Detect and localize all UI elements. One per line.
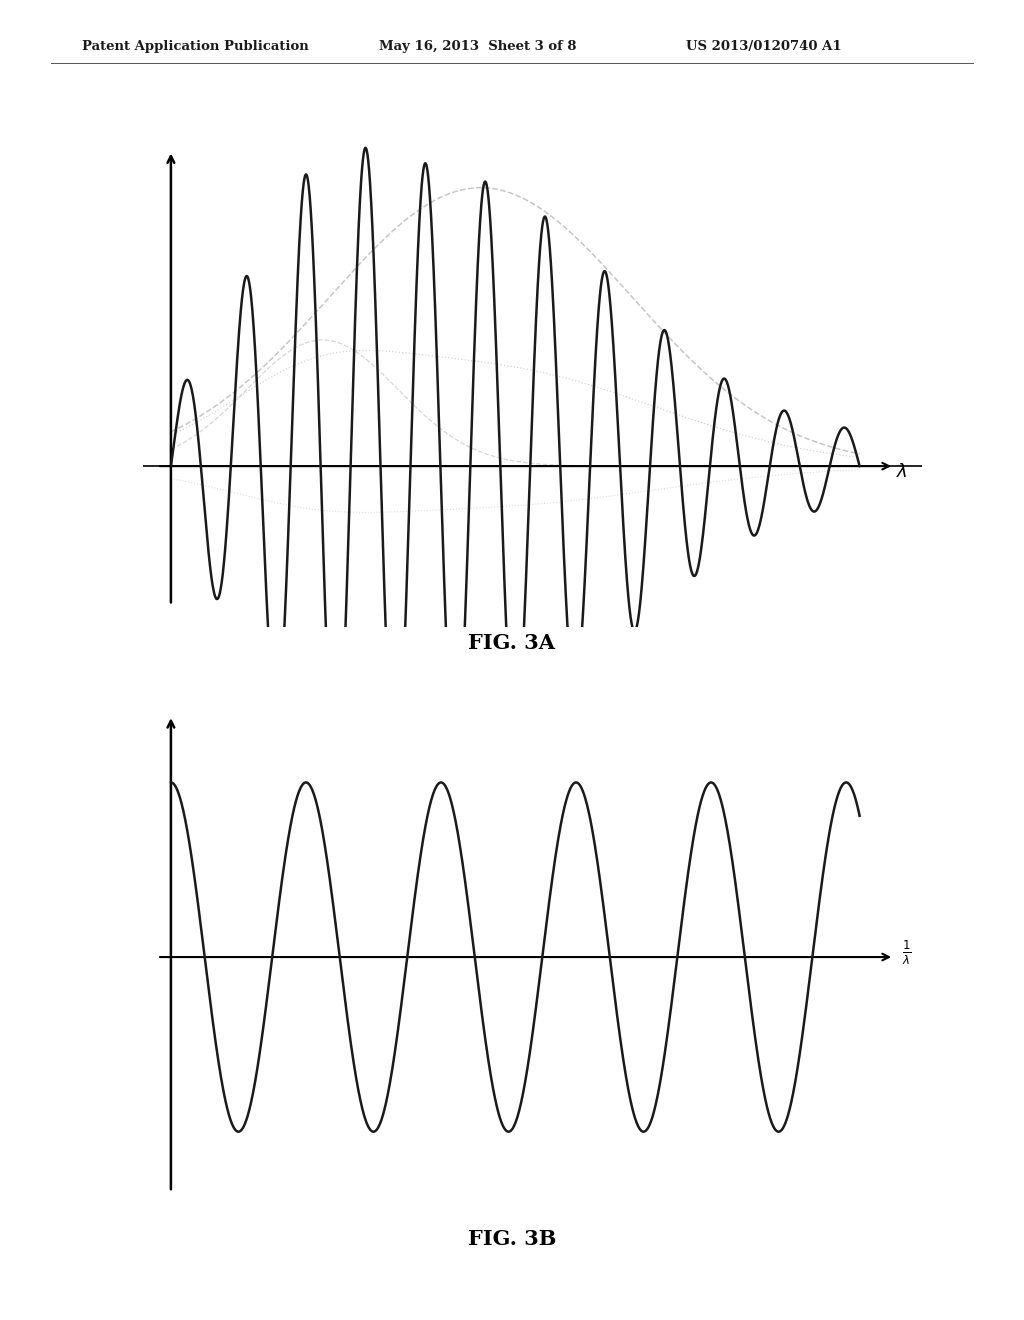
Text: $\frac{1}{\lambda}$: $\frac{1}{\lambda}$ [902, 939, 912, 966]
Text: US 2013/0120740 A1: US 2013/0120740 A1 [686, 40, 842, 53]
Text: Patent Application Publication: Patent Application Publication [82, 40, 308, 53]
Text: May 16, 2013  Sheet 3 of 8: May 16, 2013 Sheet 3 of 8 [379, 40, 577, 53]
Text: FIG. 3A: FIG. 3A [469, 634, 555, 653]
Text: FIG. 3B: FIG. 3B [468, 1229, 556, 1249]
Text: λ: λ [897, 463, 907, 482]
